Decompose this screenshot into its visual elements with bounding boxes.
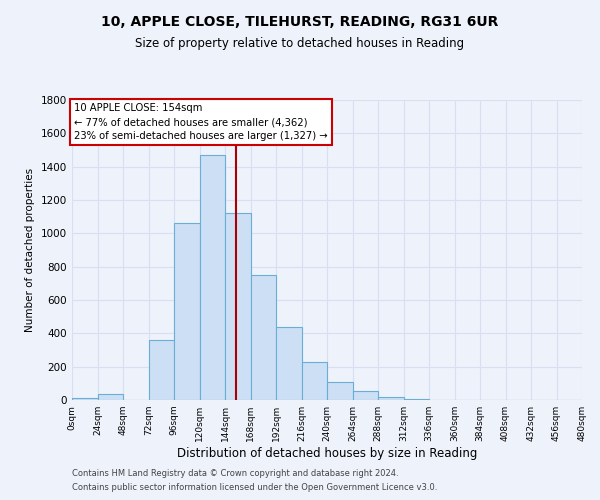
- Bar: [199, 155, 225, 400]
- Text: 10, APPLE CLOSE, TILEHURST, READING, RG31 6UR: 10, APPLE CLOSE, TILEHURST, READING, RG3…: [101, 15, 499, 29]
- Y-axis label: Number of detached properties: Number of detached properties: [25, 168, 35, 332]
- Bar: [404, 399, 429, 400]
- Text: Size of property relative to detached houses in Reading: Size of property relative to detached ho…: [136, 38, 464, 51]
- Bar: [251, 275, 276, 400]
- Bar: [276, 326, 302, 400]
- Bar: [353, 391, 378, 400]
- Text: Contains HM Land Registry data © Crown copyright and database right 2024.: Contains HM Land Registry data © Crown c…: [72, 468, 398, 477]
- Text: 10 APPLE CLOSE: 154sqm
← 77% of detached houses are smaller (4,362)
23% of semi-: 10 APPLE CLOSE: 154sqm ← 77% of detached…: [74, 104, 328, 142]
- Bar: [174, 224, 199, 400]
- Bar: [327, 382, 353, 400]
- Bar: [97, 394, 123, 400]
- Bar: [149, 340, 174, 400]
- Bar: [378, 396, 404, 400]
- Bar: [225, 214, 251, 400]
- X-axis label: Distribution of detached houses by size in Reading: Distribution of detached houses by size …: [177, 447, 477, 460]
- Bar: [302, 362, 327, 400]
- Text: Contains public sector information licensed under the Open Government Licence v3: Contains public sector information licen…: [72, 484, 437, 492]
- Bar: [72, 398, 97, 400]
